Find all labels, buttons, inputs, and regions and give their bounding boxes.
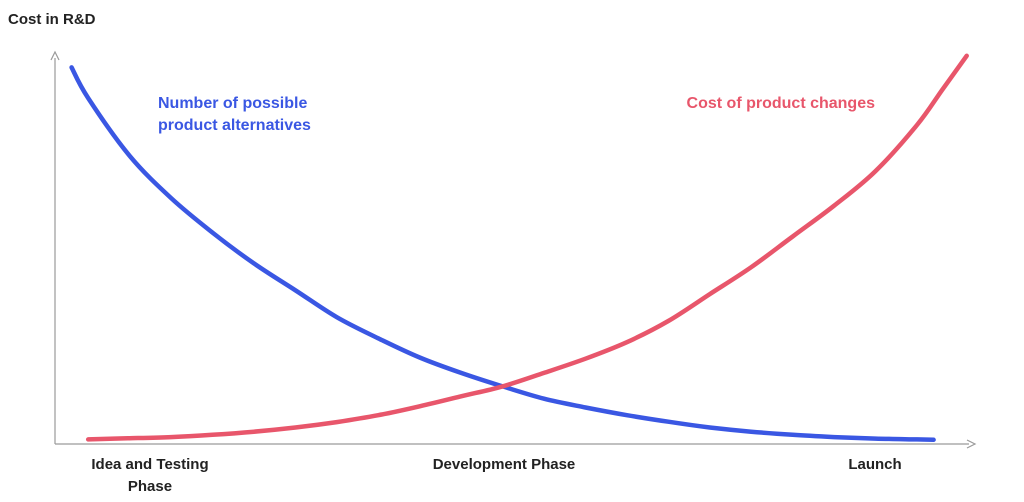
series-label-line: Number of possible	[158, 95, 307, 112]
x-tick-label-line: Phase	[128, 478, 172, 495]
y-axis-arrow	[50, 50, 60, 61]
x-axis-arrow	[966, 439, 977, 449]
x-tick-labels: Idea and Testing Phase Development Phase La…	[91, 456, 901, 495]
x-tick-label-line: Idea and Testing	[91, 456, 208, 473]
series-label-line: Cost of product changes	[687, 95, 876, 112]
series-label-0: Number of possible product alternatives	[158, 95, 311, 134]
axes	[50, 50, 977, 449]
y-axis-label: Cost in R&D	[8, 11, 96, 28]
x-tick-label: Idea and Testing Phase	[91, 456, 208, 495]
series-labels: Number of possible product alternatives Co…	[158, 95, 875, 134]
series-label-1: Cost of product changes	[687, 95, 876, 112]
x-tick-label: Launch	[848, 456, 901, 473]
series-line-1	[85, 53, 969, 442]
series-layer	[69, 53, 969, 443]
x-tick-label-line: Development Phase	[433, 456, 576, 473]
series-label-line: product alternatives	[158, 117, 311, 134]
x-tick-label-line: Launch	[848, 456, 901, 473]
x-tick-label: Development Phase	[433, 456, 576, 473]
